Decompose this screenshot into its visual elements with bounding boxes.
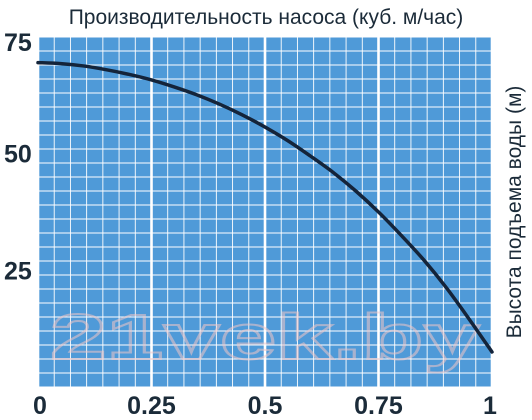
y-tick-labels: 25 50 75 bbox=[4, 29, 32, 285]
x-tick-labels: 0 0.25 0.5 0.75 1 bbox=[33, 392, 497, 420]
y-tick-label: 75 bbox=[4, 29, 32, 57]
x-tick-label: 0 bbox=[33, 392, 47, 420]
x-tick-label: 0.5 bbox=[248, 392, 283, 420]
watermark-text: 21vek.by bbox=[50, 301, 481, 373]
x-tick-label: 1 bbox=[483, 392, 497, 420]
y-tick-label: 25 bbox=[4, 257, 32, 285]
y-axis-label: Высота подъема воды (м) bbox=[503, 86, 526, 339]
watermark-layer: 21vek.by bbox=[49, 300, 482, 374]
x-tick-label: 0.25 bbox=[127, 392, 176, 420]
series-line bbox=[36, 60, 494, 354]
y-tick-label: 50 bbox=[4, 141, 32, 169]
chart-title: Производительность насоса (куб. м/час) bbox=[69, 6, 464, 29]
grid-layer bbox=[36, 36, 494, 388]
x-tick-label: 0.75 bbox=[354, 392, 403, 420]
